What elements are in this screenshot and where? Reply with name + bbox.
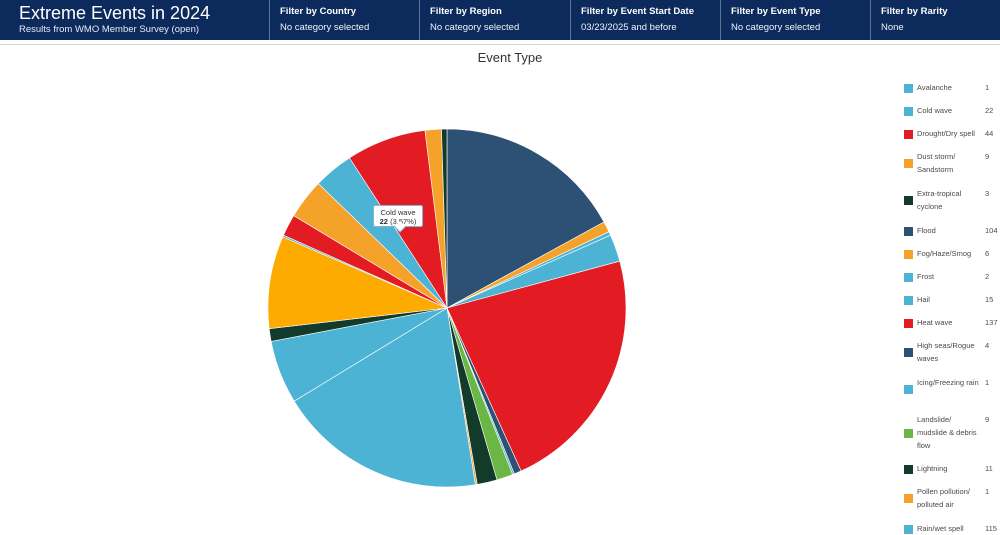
legend-label: High seas/Rogue waves <box>917 341 975 363</box>
filter-rarity-value: None <box>881 22 904 33</box>
chart-title: Event Type <box>477 50 543 65</box>
legend-swatch <box>904 525 913 534</box>
header-divider <box>0 44 1000 45</box>
filter-region[interactable]: Filter by Region No category selected <box>419 0 570 40</box>
legend-label: Frost <box>917 272 935 281</box>
tooltip-value: 22 (3.57%) <box>374 217 422 226</box>
legend-swatch <box>904 84 913 93</box>
filter-rarity[interactable]: Filter by Rarity None <box>870 0 1000 40</box>
top-bar: Extreme Events in 2024 Results from WMO … <box>0 0 1000 40</box>
chart-tooltip: Cold wave 22 (3.57%) <box>373 205 423 227</box>
legend-label: Extra-tropical cyclone <box>917 189 962 211</box>
filter-event-type-value: No category selected <box>731 22 821 33</box>
legend-label: Fog/Haze/Smog <box>917 249 972 258</box>
legend-count: 115 <box>985 524 997 533</box>
filter-start-date[interactable]: Filter by Event Start Date 03/23/2025 an… <box>570 0 720 40</box>
legend-label: Drought/Dry spell <box>917 129 975 138</box>
filter-country-value: No category selected <box>280 22 370 33</box>
legend-swatch <box>904 465 913 474</box>
legend-count: 15 <box>985 295 994 304</box>
legend-swatch <box>904 250 913 259</box>
legend-count: 22 <box>985 106 994 115</box>
legend-label: Lightning <box>917 464 948 473</box>
legend-label: Flood <box>917 226 936 235</box>
legend-label: Landslide/ mudslide & debris flow <box>917 415 977 450</box>
legend-count: 4 <box>985 341 990 350</box>
pie-slice[interactable] <box>293 307 476 488</box>
legend-swatch <box>904 196 913 205</box>
legend-swatch <box>904 348 913 357</box>
filter-country[interactable]: Filter by Country No category selected <box>269 0 419 40</box>
legend-count: 1 <box>985 487 990 496</box>
legend-swatch <box>904 130 913 139</box>
legend-label: Heat wave <box>917 318 953 327</box>
legend-label: Rain/wet spell <box>917 524 964 533</box>
legend-swatch <box>904 429 913 438</box>
legend-swatch <box>904 385 913 394</box>
filter-start-date-value: 03/23/2025 and before <box>581 22 677 33</box>
filter-region-value: No category selected <box>430 22 520 33</box>
legend-label: Hail <box>917 295 930 304</box>
legend-count: 1 <box>985 83 990 92</box>
legend-swatch <box>904 494 913 503</box>
legend-label: Avalanche <box>917 83 952 92</box>
legend-swatch <box>904 159 913 168</box>
page-title: Extreme Events in 2024 <box>19 3 211 23</box>
legend-count: 9 <box>985 415 990 424</box>
legend-count: 9 <box>985 152 990 161</box>
tooltip-count: 22 <box>379 217 388 226</box>
legend-label: Dust storm/ Sandstorm <box>917 152 956 174</box>
legend-count: 3 <box>985 189 990 198</box>
filter-start-date-label: Filter by Event Start Date <box>581 6 694 17</box>
pie-slice[interactable] <box>267 236 449 329</box>
legend-count: 6 <box>985 249 990 258</box>
legend-swatch <box>904 296 913 305</box>
legend-swatch <box>904 273 913 282</box>
tooltip-percent: (3.57%) <box>390 217 417 226</box>
legend-swatch <box>904 107 913 116</box>
legend-swatch <box>904 319 913 328</box>
filter-rarity-label: Filter by Rarity <box>881 6 948 17</box>
legend-label: Icing/Freezing rain <box>917 378 979 387</box>
legend-count: 137 <box>985 318 998 327</box>
pie-slice[interactable] <box>441 128 448 309</box>
filter-event-type[interactable]: Filter by Event Type No category selecte… <box>720 0 870 40</box>
dashboard-header: Extreme Events in 2024 Results from WMO … <box>0 0 269 40</box>
legend-label: Cold wave <box>917 106 953 115</box>
filter-event-type-label: Filter by Event Type <box>731 6 821 17</box>
page-subtitle: Results from WMO Member Survey (open) <box>19 24 200 35</box>
tooltip-category: Cold wave <box>380 208 416 217</box>
legend-swatch <box>904 227 913 236</box>
legend-count: 44 <box>985 129 994 138</box>
filter-country-label: Filter by Country <box>280 6 357 17</box>
legend-label: Pollen pollution/ polluted air <box>917 487 970 509</box>
filter-region-label: Filter by Region <box>430 6 502 17</box>
legend-count: 2 <box>985 272 990 281</box>
legend-count: 1 <box>985 378 990 387</box>
pie-slice[interactable] <box>446 128 605 309</box>
legend-count: 104 <box>985 226 998 235</box>
pie-slice[interactable] <box>446 260 627 472</box>
legend-count: 11 <box>985 464 993 473</box>
